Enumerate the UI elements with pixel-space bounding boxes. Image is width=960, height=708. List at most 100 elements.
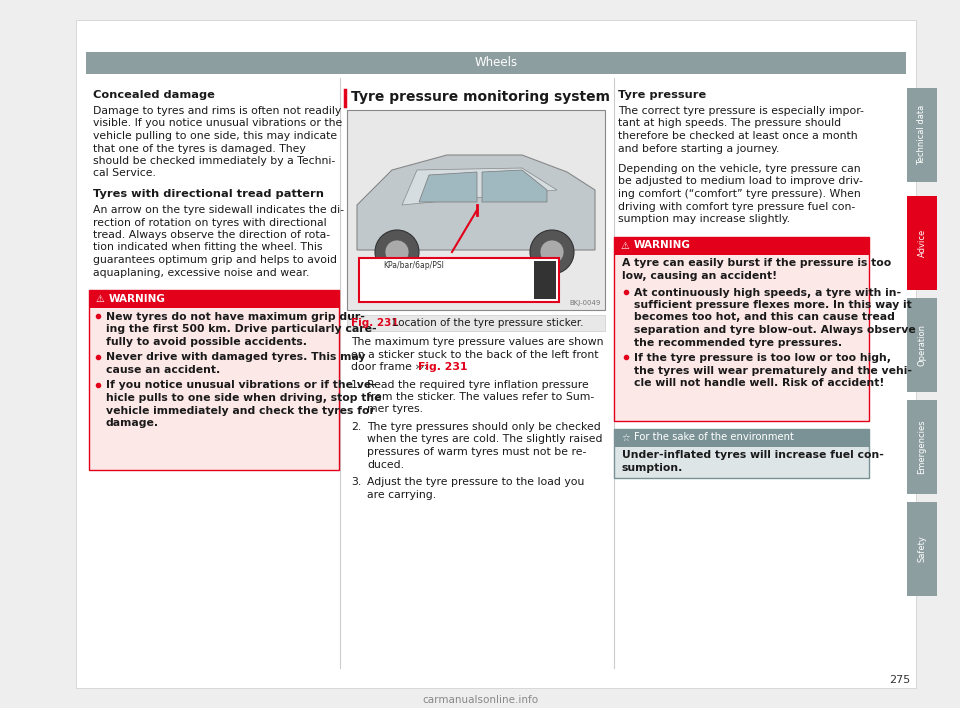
Text: the recommended tyre pressures.: the recommended tyre pressures. — [634, 338, 842, 348]
Bar — [907, 298, 937, 392]
Text: carmanualsonline.info: carmanualsonline.info — [422, 695, 538, 705]
Text: be adjusted to medium load to improve driv-: be adjusted to medium load to improve dr… — [618, 176, 863, 186]
Text: guarantees optimum grip and helps to avoid: guarantees optimum grip and helps to avo… — [93, 255, 337, 265]
Text: WARNING: WARNING — [109, 294, 166, 304]
Bar — [907, 502, 937, 596]
Text: tread. Always observe the direction of rota-: tread. Always observe the direction of r… — [93, 230, 330, 240]
Text: pressures of warm tyres must not be re-: pressures of warm tyres must not be re- — [367, 447, 587, 457]
Text: 275: 275 — [889, 675, 911, 685]
Text: low, causing an accident!: low, causing an accident! — [622, 271, 778, 281]
Text: driving with comfort tyre pressure fuel con-: driving with comfort tyre pressure fuel … — [618, 202, 855, 212]
Text: rection of rotation on tyres with directional: rection of rotation on tyres with direct… — [93, 217, 326, 227]
Text: that one of the tyres is damaged. They: that one of the tyres is damaged. They — [93, 144, 305, 154]
Text: Tyre pressure monitoring system: Tyre pressure monitoring system — [351, 90, 610, 104]
Text: 3.: 3. — [351, 477, 361, 487]
Text: ing comfort (“comfort” tyre pressure). When: ing comfort (“comfort” tyre pressure). W… — [618, 189, 861, 199]
Bar — [86, 52, 906, 74]
Text: on a sticker stuck to the back of the left front: on a sticker stuck to the back of the le… — [351, 350, 598, 360]
Text: An arrow on the tyre sidewall indicates the di-: An arrow on the tyre sidewall indicates … — [93, 205, 344, 215]
Text: fully to avoid possible accidents.: fully to avoid possible accidents. — [106, 337, 307, 347]
Text: visible. If you notice unusual vibrations or the: visible. If you notice unusual vibration… — [93, 118, 343, 128]
Circle shape — [530, 230, 574, 274]
Text: ☆: ☆ — [621, 433, 630, 442]
Text: Operation: Operation — [918, 324, 926, 366]
Text: The correct tyre pressure is especially impor-: The correct tyre pressure is especially … — [618, 106, 864, 116]
Text: door frame ›››: door frame ››› — [351, 362, 432, 372]
Bar — [614, 428, 869, 447]
Text: Read the required tyre inflation pressure: Read the required tyre inflation pressur… — [367, 379, 588, 389]
Text: vehicle pulling to one side, this may indicate: vehicle pulling to one side, this may in… — [93, 131, 337, 141]
Text: cal Service.: cal Service. — [93, 169, 156, 178]
Text: sumption.: sumption. — [622, 463, 684, 473]
Text: tant at high speeds. The pressure should: tant at high speeds. The pressure should — [618, 118, 841, 128]
Text: A tyre can easily burst if the pressure is too: A tyre can easily burst if the pressure … — [622, 258, 891, 268]
Text: 1.: 1. — [351, 379, 361, 389]
Bar — [89, 290, 339, 308]
Polygon shape — [402, 168, 557, 205]
Text: Adjust the tyre pressure to the load you: Adjust the tyre pressure to the load you — [367, 477, 585, 487]
Bar — [907, 400, 937, 494]
Text: Tyres with directional tread pattern: Tyres with directional tread pattern — [93, 189, 324, 199]
Polygon shape — [419, 172, 477, 202]
Text: when the tyres are cold. The slightly raised: when the tyres are cold. The slightly ra… — [367, 435, 603, 445]
Text: sufficient pressure flexes more. In this way it: sufficient pressure flexes more. In this… — [634, 300, 912, 310]
Bar — [907, 196, 937, 290]
Text: vehicle immediately and check the tyres for: vehicle immediately and check the tyres … — [106, 406, 374, 416]
Bar — [89, 290, 339, 470]
Circle shape — [375, 230, 419, 274]
Text: therefore be checked at least once a month: therefore be checked at least once a mon… — [618, 131, 857, 141]
Text: sumption may increase slightly.: sumption may increase slightly. — [618, 214, 790, 224]
Text: BKJ-0049: BKJ-0049 — [569, 300, 601, 306]
Text: ⚠: ⚠ — [96, 294, 105, 304]
Text: ⚠: ⚠ — [621, 241, 630, 251]
Text: If the tyre pressure is too low or too high,: If the tyre pressure is too low or too h… — [634, 353, 891, 363]
Text: Safety: Safety — [918, 535, 926, 562]
Text: If you notice unusual vibrations or if the ve-: If you notice unusual vibrations or if t… — [106, 380, 376, 391]
Text: Never drive with damaged tyres. This may: Never drive with damaged tyres. This may — [106, 353, 366, 362]
Text: mer tyres.: mer tyres. — [367, 404, 423, 414]
Text: Under-inflated tyres will increase fuel con-: Under-inflated tyres will increase fuel … — [622, 450, 884, 460]
Text: At continuously high speeds, a tyre with in-: At continuously high speeds, a tyre with… — [634, 287, 901, 297]
Bar — [359, 258, 559, 302]
Text: from the sticker. The values refer to Sum-: from the sticker. The values refer to Su… — [367, 392, 594, 402]
Text: aquaplaning, excessive noise and wear.: aquaplaning, excessive noise and wear. — [93, 268, 309, 278]
Text: the tyres will wear prematurely and the vehi-: the tyres will wear prematurely and the … — [634, 365, 912, 375]
Text: Location of the tyre pressure sticker.: Location of the tyre pressure sticker. — [386, 318, 584, 328]
Text: WARNING: WARNING — [634, 241, 691, 251]
Text: For the sake of the environment: For the sake of the environment — [634, 433, 794, 442]
Text: Concealed damage: Concealed damage — [93, 90, 215, 100]
Text: ing the first 500 km. Drive particularly care-: ing the first 500 km. Drive particularly… — [106, 324, 376, 334]
Text: duced.: duced. — [367, 459, 404, 469]
Text: cle will not handle well. Risk of accident!: cle will not handle well. Risk of accide… — [634, 378, 884, 388]
Circle shape — [540, 240, 564, 264]
Bar — [534, 261, 556, 299]
Text: Fig. 231: Fig. 231 — [351, 318, 398, 328]
Bar — [907, 88, 937, 182]
Bar — [347, 315, 605, 331]
Text: Damage to tyres and rims is often not readily: Damage to tyres and rims is often not re… — [93, 106, 341, 116]
Text: hicle pulls to one side when driving, stop the: hicle pulls to one side when driving, st… — [106, 393, 381, 403]
Text: cause an accident.: cause an accident. — [106, 365, 220, 375]
Text: Emergencies: Emergencies — [918, 420, 926, 474]
Text: separation and tyre blow-out. Always observe: separation and tyre blow-out. Always obs… — [634, 325, 916, 335]
Text: Advice: Advice — [918, 229, 926, 257]
Text: becomes too hot, and this can cause tread: becomes too hot, and this can cause trea… — [634, 312, 895, 323]
Text: The maximum tyre pressure values are shown: The maximum tyre pressure values are sho… — [351, 337, 604, 347]
Bar — [614, 236, 869, 254]
Text: damage.: damage. — [106, 418, 159, 428]
Text: Tyre pressure: Tyre pressure — [618, 90, 707, 100]
Text: tion indicated when fitting the wheel. This: tion indicated when fitting the wheel. T… — [93, 243, 323, 253]
Bar — [76, 20, 916, 688]
Text: should be checked immediately by a Techni-: should be checked immediately by a Techn… — [93, 156, 335, 166]
Text: KPa/bar/6ap/PSI: KPa/bar/6ap/PSI — [384, 261, 444, 270]
Text: 2.: 2. — [351, 422, 361, 432]
Polygon shape — [357, 155, 595, 250]
Polygon shape — [482, 170, 547, 202]
Text: New tyres do not have maximum grip dur-: New tyres do not have maximum grip dur- — [106, 312, 365, 322]
Text: Fig. 231: Fig. 231 — [419, 362, 468, 372]
Text: Depending on the vehicle, tyre pressure can: Depending on the vehicle, tyre pressure … — [618, 164, 860, 174]
Text: and before starting a journey.: and before starting a journey. — [618, 144, 780, 154]
Bar — [347, 110, 605, 310]
Bar — [614, 236, 869, 421]
Text: Wheels: Wheels — [474, 57, 517, 69]
